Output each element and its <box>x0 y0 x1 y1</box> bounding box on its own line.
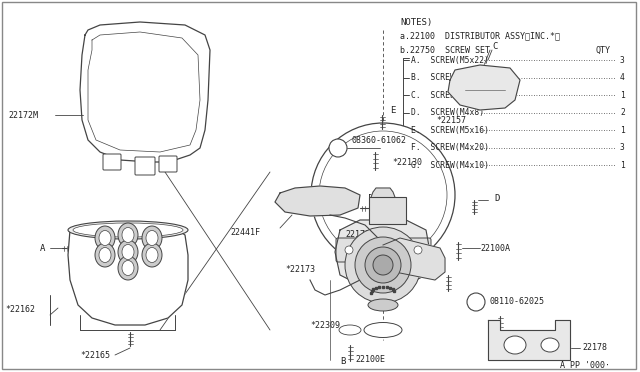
Text: B.  SCREW(M4x8): B. SCREW(M4x8) <box>411 73 489 82</box>
Ellipse shape <box>118 223 138 247</box>
Text: S: S <box>336 144 340 153</box>
Circle shape <box>311 123 455 267</box>
Text: G.  SCREW(M4x10): G. SCREW(M4x10) <box>411 160 489 170</box>
Circle shape <box>467 293 485 311</box>
Text: 22172M: 22172M <box>8 110 38 119</box>
Polygon shape <box>68 222 188 325</box>
Text: 2: 2 <box>620 108 625 117</box>
Text: 08110-62025: 08110-62025 <box>490 298 545 307</box>
Ellipse shape <box>118 240 138 264</box>
Ellipse shape <box>73 223 183 237</box>
FancyBboxPatch shape <box>369 197 406 224</box>
FancyBboxPatch shape <box>135 157 155 175</box>
Text: *22165: *22165 <box>80 352 110 360</box>
Ellipse shape <box>504 336 526 354</box>
FancyBboxPatch shape <box>405 238 431 262</box>
Ellipse shape <box>118 256 138 280</box>
FancyBboxPatch shape <box>336 238 362 262</box>
Text: 22173J: 22173J <box>345 230 375 238</box>
FancyBboxPatch shape <box>103 154 121 170</box>
Circle shape <box>319 131 447 259</box>
Text: 22100A: 22100A <box>480 244 510 253</box>
Text: QTY: QTY <box>595 45 610 55</box>
Text: *22130: *22130 <box>392 157 422 167</box>
Ellipse shape <box>364 323 402 337</box>
Text: 1: 1 <box>620 125 625 135</box>
Ellipse shape <box>541 338 559 352</box>
Text: 4: 4 <box>620 73 625 82</box>
Text: B: B <box>474 298 478 307</box>
Text: NOTES): NOTES) <box>400 17 432 26</box>
Ellipse shape <box>122 260 134 276</box>
Polygon shape <box>383 238 445 280</box>
Text: E.  SCREW(M5x16): E. SCREW(M5x16) <box>411 125 489 135</box>
Circle shape <box>329 139 347 157</box>
Ellipse shape <box>68 221 188 239</box>
Ellipse shape <box>95 243 115 267</box>
Ellipse shape <box>146 231 158 246</box>
Text: 1: 1 <box>620 90 625 99</box>
Text: 3: 3 <box>620 55 625 64</box>
Text: 1: 1 <box>620 160 625 170</box>
Polygon shape <box>448 65 520 110</box>
Polygon shape <box>370 188 396 220</box>
Polygon shape <box>335 220 430 285</box>
Text: b.22750  SCREW SET: b.22750 SCREW SET <box>400 45 490 55</box>
Polygon shape <box>80 22 210 162</box>
Text: F: F <box>368 193 373 202</box>
Circle shape <box>345 227 421 303</box>
Text: a.22100  DISTRIBUTOR ASSY〈INC.*〉: a.22100 DISTRIBUTOR ASSY〈INC.*〉 <box>400 32 560 41</box>
Text: 22178: 22178 <box>582 343 607 353</box>
Polygon shape <box>488 320 570 360</box>
Text: G: G <box>430 266 435 275</box>
Text: *22173: *22173 <box>285 266 315 275</box>
Circle shape <box>365 247 401 283</box>
Text: C.  SCREW(M5x10): C. SCREW(M5x10) <box>411 90 489 99</box>
Ellipse shape <box>368 299 398 311</box>
Circle shape <box>355 237 411 293</box>
Text: 22100E: 22100E <box>355 356 385 365</box>
Text: *22309: *22309 <box>310 321 340 330</box>
Ellipse shape <box>99 231 111 246</box>
Circle shape <box>373 255 393 275</box>
Circle shape <box>414 246 422 254</box>
Text: E: E <box>390 106 396 115</box>
Text: 08360-61062: 08360-61062 <box>352 135 407 144</box>
Text: A: A <box>40 244 45 253</box>
Text: 3: 3 <box>620 143 625 152</box>
Ellipse shape <box>122 228 134 243</box>
Polygon shape <box>275 186 360 216</box>
Text: B: B <box>340 357 346 366</box>
Text: D.  SCREW(M4x8): D. SCREW(M4x8) <box>411 108 489 117</box>
Ellipse shape <box>146 247 158 263</box>
Text: C: C <box>492 42 497 51</box>
Ellipse shape <box>95 226 115 250</box>
Circle shape <box>345 246 353 254</box>
Text: A PP '000·: A PP '000· <box>560 360 610 369</box>
Text: F.  SCREW(M4x20): F. SCREW(M4x20) <box>411 143 489 152</box>
Text: 22441F: 22441F <box>230 228 260 237</box>
Ellipse shape <box>339 325 361 335</box>
Ellipse shape <box>99 247 111 263</box>
Text: *22157: *22157 <box>436 115 466 125</box>
Ellipse shape <box>122 244 134 260</box>
Text: D: D <box>494 193 499 202</box>
Text: *22162: *22162 <box>5 305 35 314</box>
Ellipse shape <box>142 226 162 250</box>
Ellipse shape <box>142 243 162 267</box>
FancyBboxPatch shape <box>159 156 177 172</box>
Text: A.  SCREW(M5x22): A. SCREW(M5x22) <box>411 55 489 64</box>
